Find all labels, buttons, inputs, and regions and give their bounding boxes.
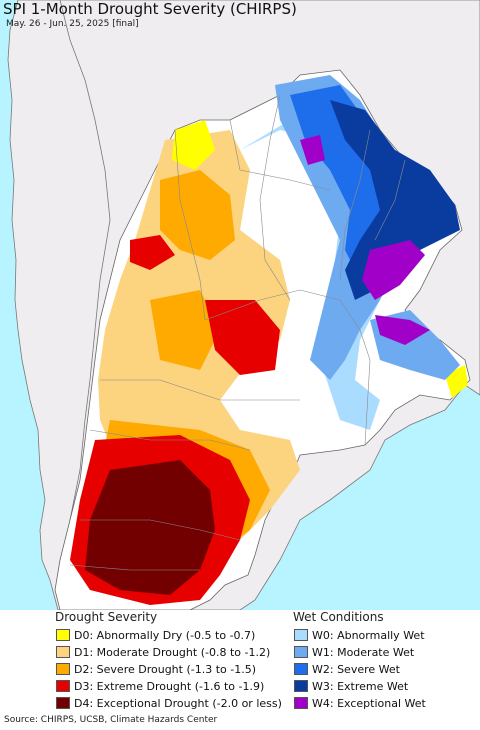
legend-item-d0: D0: Abnormally Dry (-0.5 to -0.7) bbox=[56, 627, 255, 643]
legend-label-w1: W1: Moderate Wet bbox=[312, 645, 415, 659]
legend-swatch-w0 bbox=[294, 629, 308, 641]
legend-item-w4: W4: Exceptional Wet bbox=[294, 695, 426, 711]
legend: Drought Severity Wet Conditions D0: Abno… bbox=[0, 610, 480, 710]
legend-label-d4: D4: Exceptional Drought (-2.0 or less) bbox=[74, 696, 282, 710]
area-d4 bbox=[85, 460, 215, 595]
legend-swatch-d4 bbox=[56, 697, 70, 709]
drought-map bbox=[0, 0, 480, 610]
area-w4-b bbox=[375, 315, 430, 345]
legend-item-d4: D4: Exceptional Drought (-2.0 or less) bbox=[56, 695, 282, 711]
legend-label-d0: D0: Abnormally Dry (-0.5 to -0.7) bbox=[74, 628, 256, 642]
legend-item-d3: D3: Extreme Drought (-1.6 to -1.9) bbox=[56, 678, 264, 694]
area-d0 bbox=[172, 120, 215, 170]
legend-item-w3: W3: Extreme Wet bbox=[294, 678, 408, 694]
legend-item-w1: W1: Moderate Wet bbox=[294, 644, 414, 660]
legend-item-d1: D1: Moderate Drought (-0.8 to -1.2) bbox=[56, 644, 270, 660]
map-title: SPI 1-Month Drought Severity (CHIRPS) bbox=[3, 0, 297, 18]
legend-label-w2: W2: Severe Wet bbox=[312, 662, 400, 676]
legend-label-d2: D2: Severe Drought (-1.3 to -1.5) bbox=[74, 662, 257, 676]
legend-item-w2: W2: Severe Wet bbox=[294, 661, 400, 677]
legend-label-w3: W3: Extreme Wet bbox=[312, 679, 409, 693]
legend-swatch-d1 bbox=[56, 646, 70, 658]
source-credit: Source: CHIRPS, UCSB, Climate Hazards Ce… bbox=[4, 715, 218, 725]
map-canvas bbox=[0, 0, 480, 610]
legend-swatch-d0 bbox=[56, 629, 70, 641]
legend-swatch-d3 bbox=[56, 680, 70, 692]
legend-swatch-w4 bbox=[294, 697, 308, 709]
legend-label-w0: W0: Abnormally Wet bbox=[312, 628, 425, 642]
legend-label-d1: D1: Moderate Drought (-0.8 to -1.2) bbox=[74, 645, 271, 659]
legend-item-d2: D2: Severe Drought (-1.3 to -1.5) bbox=[56, 661, 256, 677]
legend-label-w4: W4: Exceptional Wet bbox=[312, 696, 426, 710]
legend-drought-heading: Drought Severity bbox=[55, 610, 158, 624]
province-borders bbox=[69, 94, 406, 571]
legend-wet-heading: Wet Conditions bbox=[293, 610, 384, 624]
map-subtitle: May. 26 - Jun. 25, 2025 [final] bbox=[6, 19, 139, 29]
area-d3-center bbox=[205, 300, 280, 375]
area-d2 bbox=[160, 170, 235, 260]
area-w4-c bbox=[300, 135, 325, 165]
legend-label-d3: D3: Extreme Drought (-1.6 to -1.9) bbox=[74, 679, 265, 693]
legend-swatch-w1 bbox=[294, 646, 308, 658]
area-d2-mid bbox=[150, 290, 220, 370]
area-w4 bbox=[362, 240, 425, 300]
legend-swatch-w2 bbox=[294, 663, 308, 675]
legend-item-w0: W0: Abnormally Wet bbox=[294, 627, 425, 643]
area-d3-north bbox=[130, 235, 175, 270]
legend-swatch-d2 bbox=[56, 663, 70, 675]
severity-areas bbox=[70, 75, 468, 605]
legend-swatch-w3 bbox=[294, 680, 308, 692]
chile-outline bbox=[59, 0, 111, 610]
